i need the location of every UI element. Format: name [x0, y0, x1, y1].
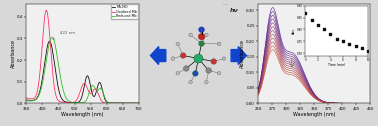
X-axis label: Wavelength (nm): Wavelength (nm) — [61, 112, 104, 117]
Circle shape — [199, 27, 204, 33]
Line: Mb-NO: Mb-NO — [26, 41, 139, 103]
Circle shape — [189, 33, 192, 37]
Oxidized Mb — [91, 91, 95, 92]
Reduced Mb — [50, 36, 54, 38]
Text: hν: hν — [230, 8, 239, 13]
FancyArrow shape — [150, 47, 166, 65]
Circle shape — [198, 33, 205, 40]
Reduced Mb — [75, 102, 80, 103]
Circle shape — [194, 54, 203, 63]
Mb-NO — [24, 99, 29, 101]
Text: 422 nm: 422 nm — [53, 31, 75, 39]
Reduced Mb — [91, 85, 95, 86]
Oxidized Mb — [24, 97, 29, 99]
Reduced Mb — [24, 100, 29, 101]
Line: Oxidized Mb: Oxidized Mb — [26, 10, 139, 103]
X-axis label: Wavelength (nm): Wavelength (nm) — [293, 112, 336, 117]
Mb-NO — [136, 102, 141, 104]
Mb-NO — [109, 102, 113, 104]
Circle shape — [222, 57, 226, 60]
Reduced Mb — [44, 60, 49, 61]
Y-axis label: Absorbance: Absorbance — [11, 39, 15, 68]
Reduced Mb — [136, 102, 141, 104]
Mb-NO — [75, 102, 80, 103]
FancyArrow shape — [231, 47, 246, 65]
Circle shape — [189, 80, 192, 84]
Circle shape — [206, 68, 212, 73]
Oxidized Mb — [109, 102, 113, 104]
Line: Reduced Mb: Reduced Mb — [26, 37, 139, 103]
Reduced Mb — [109, 102, 113, 104]
Oxidized Mb — [75, 98, 80, 99]
Oxidized Mb — [44, 10, 49, 11]
Oxidized Mb — [53, 93, 58, 94]
Circle shape — [180, 53, 186, 58]
Legend: Mb-NO, Oxidized Mb, Reduced Mb: Mb-NO, Oxidized Mb, Reduced Mb — [111, 4, 138, 19]
Mb-NO — [47, 40, 52, 42]
Mb-NO — [53, 70, 58, 72]
Circle shape — [176, 42, 180, 46]
Circle shape — [217, 42, 221, 46]
Circle shape — [171, 57, 175, 60]
Mb-NO — [99, 86, 104, 88]
Oxidized Mb — [99, 100, 104, 102]
Circle shape — [211, 59, 217, 64]
Mb-NO — [44, 51, 49, 53]
Circle shape — [217, 71, 221, 75]
Circle shape — [192, 71, 198, 76]
Circle shape — [183, 66, 189, 71]
Circle shape — [204, 33, 208, 37]
Y-axis label: Absorbance: Absorbance — [240, 39, 245, 68]
Reduced Mb — [53, 46, 58, 47]
Oxidized Mb — [136, 103, 141, 104]
Mb-NO — [91, 94, 95, 96]
Circle shape — [204, 80, 208, 84]
Circle shape — [199, 41, 204, 46]
Reduced Mb — [99, 88, 104, 90]
Oxidized Mb — [44, 9, 49, 11]
Circle shape — [176, 71, 180, 75]
